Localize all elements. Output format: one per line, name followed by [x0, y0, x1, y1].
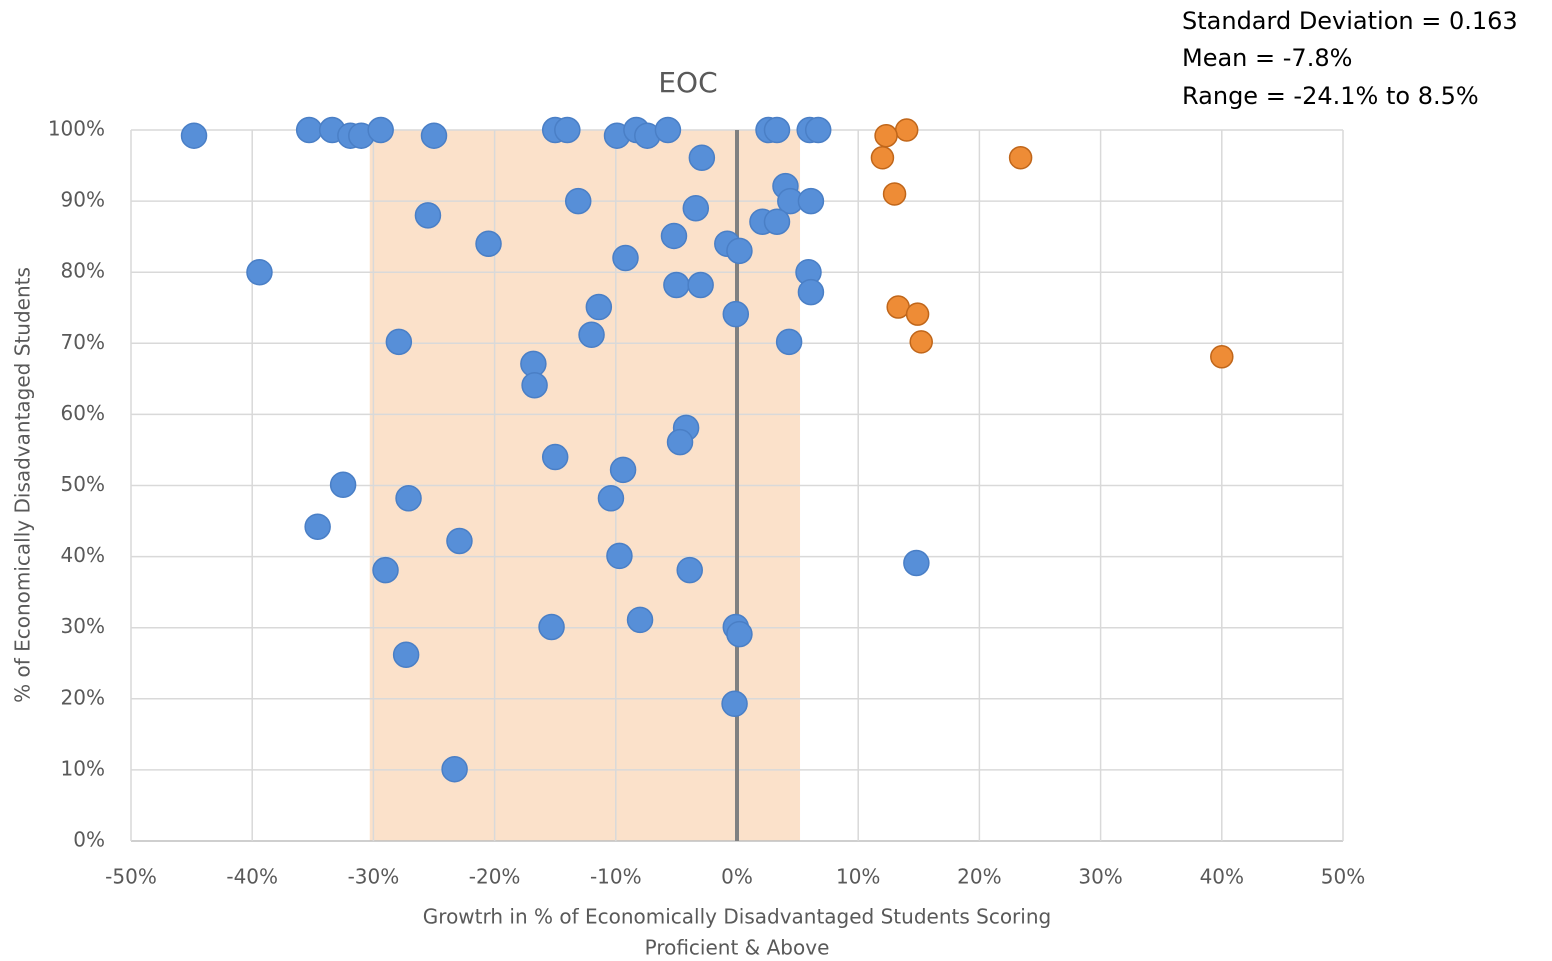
point — [870, 145, 895, 170]
point — [721, 690, 748, 718]
point — [722, 300, 750, 328]
point — [392, 641, 420, 668]
point — [797, 187, 825, 215]
point — [903, 549, 930, 577]
annotation: Standard Deviation = 0.163 — [1182, 7, 1518, 35]
point — [606, 542, 633, 570]
annotation: Mean = -7.8% — [1182, 44, 1352, 72]
point — [578, 321, 605, 349]
y-tick-label: 60% — [61, 401, 105, 425]
point — [660, 222, 688, 250]
x-tick-label: 40% — [1200, 865, 1244, 889]
point — [763, 116, 791, 144]
point — [446, 527, 473, 555]
point — [612, 244, 639, 272]
point — [874, 123, 898, 148]
point — [521, 371, 548, 399]
point — [554, 116, 581, 144]
y-tick-label: 50% — [61, 472, 105, 496]
point — [180, 122, 208, 149]
point — [475, 230, 502, 258]
point — [541, 443, 569, 471]
point — [597, 485, 625, 512]
y-tick-label: 100% — [48, 117, 105, 141]
point — [538, 613, 565, 641]
point — [905, 302, 930, 326]
y-tick-label: 10% — [61, 756, 105, 780]
y-tick-label: 30% — [61, 614, 105, 638]
point — [654, 116, 682, 144]
y-tick-label: 80% — [61, 259, 105, 283]
point — [420, 122, 448, 149]
chart-title: EOC — [658, 66, 717, 99]
point — [663, 271, 690, 299]
point — [626, 606, 654, 634]
annotation: Range = -24.1% to 8.5% — [1182, 82, 1479, 110]
x-tick-label: 10% — [836, 865, 880, 889]
point — [882, 182, 907, 206]
point — [295, 116, 323, 144]
point — [329, 471, 357, 499]
y-tick-label: 0% — [73, 828, 105, 852]
point — [246, 258, 273, 286]
x-axis-label: Proficient & Above — [645, 936, 830, 960]
y-tick-label: 70% — [61, 330, 105, 354]
x-tick-label: -20% — [469, 865, 521, 889]
x-tick-label: 20% — [957, 865, 1001, 889]
point — [395, 485, 422, 512]
point — [687, 271, 714, 299]
point — [1210, 345, 1234, 369]
point — [682, 194, 710, 222]
point — [585, 293, 613, 321]
point — [372, 556, 399, 584]
x-tick-label: 30% — [1078, 865, 1122, 889]
x-tick-label: -50% — [105, 865, 157, 889]
point — [304, 513, 331, 540]
point — [894, 118, 919, 142]
y-tick-label: 20% — [61, 685, 105, 709]
point — [564, 187, 592, 215]
y-axis-label: % of Economically Disadvantaged Students — [11, 267, 35, 703]
point — [909, 330, 933, 354]
x-tick-label: -40% — [226, 865, 278, 889]
point — [804, 116, 832, 144]
point — [688, 144, 716, 171]
y-tick-label: 40% — [61, 543, 105, 567]
point — [676, 556, 703, 584]
point — [385, 328, 413, 356]
point — [775, 328, 803, 356]
point — [1008, 145, 1033, 170]
point — [763, 208, 791, 235]
point — [441, 755, 468, 783]
point — [414, 202, 442, 229]
point — [726, 620, 753, 648]
x-axis-label: Growtrh in % of Economically Disadvantag… — [423, 905, 1051, 929]
x-tick-label: 0% — [721, 865, 753, 889]
point — [797, 278, 825, 306]
x-tick-label: -10% — [590, 865, 642, 889]
point — [367, 116, 394, 144]
x-tick-label: 50% — [1321, 865, 1365, 889]
point — [609, 456, 637, 484]
x-tick-label: -30% — [348, 865, 400, 889]
point — [726, 237, 753, 265]
y-tick-label: 90% — [61, 188, 105, 212]
point — [666, 428, 694, 456]
